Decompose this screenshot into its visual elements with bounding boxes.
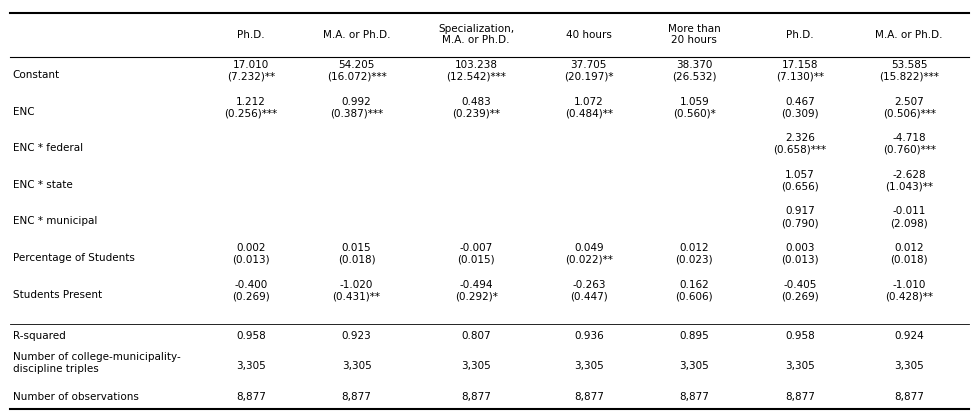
Text: Ph.D.: Ph.D. [237,30,265,40]
Text: -0.011
(2.098): -0.011 (2.098) [889,206,927,228]
Text: 0.958: 0.958 [784,331,814,341]
Text: R-squared: R-squared [13,331,66,341]
Text: 0.049
(0.022)**: 0.049 (0.022)** [564,243,612,265]
Text: -0.263
(0.447): -0.263 (0.447) [569,279,607,301]
Text: 0.467
(0.309): 0.467 (0.309) [780,97,818,118]
Text: Percentage of Students: Percentage of Students [13,253,134,263]
Text: 0.012
(0.023): 0.012 (0.023) [675,243,712,265]
Text: 3,305: 3,305 [573,361,603,371]
Text: Constant: Constant [13,70,60,80]
Text: 3,305: 3,305 [461,361,490,371]
Text: Ph.D.: Ph.D. [785,30,813,40]
Text: 103.238
(12.542)***: 103.238 (12.542)*** [446,60,506,82]
Text: 0.992
(0.387)***: 0.992 (0.387)*** [330,97,382,118]
Text: -1.010
(0.428)**: -1.010 (0.428)** [884,279,932,301]
Text: ENC * municipal: ENC * municipal [13,216,97,226]
Text: 8,877: 8,877 [679,392,708,402]
Text: -4.718
(0.760)***: -4.718 (0.760)*** [882,133,935,155]
Text: Students Present: Students Present [13,289,102,299]
Text: 1.059
(0.560)*: 1.059 (0.560)* [672,97,715,118]
Text: 1.057
(0.656): 1.057 (0.656) [780,170,818,191]
Text: 8,877: 8,877 [573,392,603,402]
Text: 3,305: 3,305 [679,361,708,371]
Text: 37.705
(20.197)*: 37.705 (20.197)* [563,60,613,82]
Text: 53.585
(15.822)***: 53.585 (15.822)*** [878,60,938,82]
Text: -0.007
(0.015): -0.007 (0.015) [457,243,494,265]
Text: 3,305: 3,305 [236,361,266,371]
Text: 8,877: 8,877 [461,392,491,402]
Text: 0.015
(0.018): 0.015 (0.018) [337,243,375,265]
Text: 8,877: 8,877 [236,392,266,402]
Text: 8,877: 8,877 [784,392,814,402]
Text: 8,877: 8,877 [893,392,923,402]
Text: Specialization,
M.A. or Ph.D.: Specialization, M.A. or Ph.D. [437,24,513,45]
Text: 0.162
(0.606): 0.162 (0.606) [675,279,712,301]
Text: ENC * state: ENC * state [13,180,72,190]
Text: 17.010
(7.232)**: 17.010 (7.232)** [227,60,275,82]
Text: Number of observations: Number of observations [13,392,139,402]
Text: 2.326
(0.658)***: 2.326 (0.658)*** [773,133,825,155]
Text: 0.012
(0.018): 0.012 (0.018) [890,243,927,265]
Text: 0.917
(0.790): 0.917 (0.790) [780,206,818,228]
Text: 0.895: 0.895 [679,331,708,341]
Text: -0.400
(0.269): -0.400 (0.269) [232,279,270,301]
Text: 1.072
(0.484)**: 1.072 (0.484)** [564,97,612,118]
Text: 2.507
(0.506)***: 2.507 (0.506)*** [882,97,935,118]
Text: 0.002
(0.013): 0.002 (0.013) [232,243,270,265]
Text: M.A. or Ph.D.: M.A. or Ph.D. [874,30,942,40]
Text: 0.003
(0.013): 0.003 (0.013) [780,243,818,265]
Text: 0.923: 0.923 [341,331,371,341]
Text: 0.936: 0.936 [573,331,603,341]
Text: -0.494
(0.292)*: -0.494 (0.292)* [454,279,497,301]
Text: -2.628
(1.043)**: -2.628 (1.043)** [884,170,932,191]
Text: ENC: ENC [13,107,34,117]
Text: 0.807: 0.807 [461,331,490,341]
Text: 1.212
(0.256)***: 1.212 (0.256)*** [224,97,278,118]
Text: 54.205
(16.072)***: 54.205 (16.072)*** [327,60,386,82]
Text: ENC * federal: ENC * federal [13,143,83,153]
Text: 0.958: 0.958 [236,331,266,341]
Text: 0.483
(0.239)**: 0.483 (0.239)** [452,97,500,118]
Text: 3,305: 3,305 [784,361,814,371]
Text: M.A. or Ph.D.: M.A. or Ph.D. [323,30,390,40]
Text: 3,305: 3,305 [341,361,371,371]
Text: -1.020
(0.431)**: -1.020 (0.431)** [333,279,380,301]
Text: Number of college-municipality-
discipline triples: Number of college-municipality- discipli… [13,352,180,374]
Text: 3,305: 3,305 [894,361,923,371]
Text: 40 hours: 40 hours [565,30,611,40]
Text: -0.405
(0.269): -0.405 (0.269) [780,279,818,301]
Text: 0.924: 0.924 [894,331,923,341]
Text: 38.370
(26.532): 38.370 (26.532) [672,60,716,82]
Text: 17.158
(7.130)**: 17.158 (7.130)** [776,60,823,82]
Text: 8,877: 8,877 [341,392,372,402]
Text: More than
20 hours: More than 20 hours [667,24,720,45]
